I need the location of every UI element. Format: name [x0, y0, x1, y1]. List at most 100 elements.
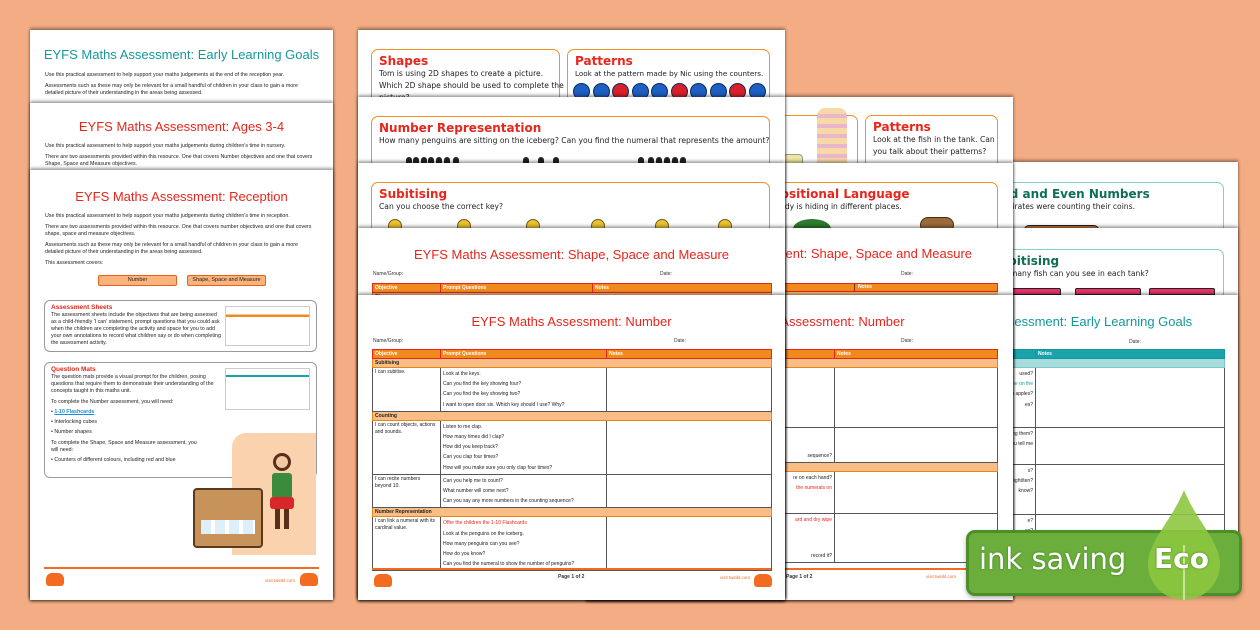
- paragraph: This assessment covers:: [45, 260, 104, 266]
- cake-icon: [817, 108, 847, 168]
- footer-url[interactable]: visit twinkl.com: [265, 578, 296, 583]
- prompts-cell: Listen to me clap. How many times did I c…: [440, 419, 607, 475]
- notes-cell[interactable]: [606, 516, 772, 572]
- footer-divider: [372, 568, 771, 570]
- penguin-icon: [444, 157, 450, 165]
- prompt-text: s?: [1027, 468, 1033, 474]
- penguin-icon: [553, 157, 559, 165]
- prompt-question: How many times did I clap?: [443, 434, 505, 441]
- box-heading: Shapes: [379, 54, 429, 68]
- resource-prompt: Offer the children the 1-10 Flashcards: [443, 520, 527, 527]
- notes-cell[interactable]: [606, 419, 772, 475]
- date-label: Date:: [901, 338, 913, 344]
- objective-cell: I can count objects, actions and sounds.: [372, 419, 441, 475]
- table-row: I can recite numbers beyond 10. Can you h…: [372, 473, 772, 509]
- box-question: Teddy is hiding in different places.: [772, 202, 902, 211]
- prompt-question: I want to open door six. Which key shoul…: [443, 401, 565, 408]
- penguin-icon: [680, 157, 686, 165]
- prompt-question: Can you clap four times?: [443, 454, 499, 461]
- date-label: Date:: [901, 271, 913, 277]
- section-row: Subitising: [372, 358, 772, 368]
- mat-thumbnail-image: [225, 368, 310, 410]
- name-group-label: Name/Group:: [373, 338, 404, 344]
- section-row: Counting: [372, 410, 772, 421]
- fish-tank-icon: [1149, 288, 1215, 295]
- paragraph: Use this practical assessment to help su…: [45, 72, 285, 78]
- intro-text: Use this practical assessment to help su…: [45, 72, 317, 101]
- badge-text: ink saving: [979, 542, 1127, 576]
- column-header: Notes: [606, 349, 772, 359]
- paragraph: Assessments such as these may only be re…: [45, 83, 298, 96]
- penguin-icon: [538, 157, 544, 165]
- prompt-text: sequence?: [807, 452, 832, 459]
- box-question: How many penguins are sitting on the ice…: [379, 136, 770, 145]
- column-header: Notes: [834, 349, 998, 359]
- prompt-question: What number will come next?: [443, 488, 509, 495]
- box-heading: Odd and Even Numbers: [991, 187, 1150, 201]
- flashcards-link[interactable]: • 1-10 Flashcards: [51, 409, 95, 415]
- box-heading: Assessment Sheets: [51, 304, 113, 311]
- column-header: Objective: [372, 349, 441, 359]
- leaf-drop-icon: [1146, 490, 1222, 600]
- date-label: Date:: [660, 271, 672, 277]
- footer-divider: [600, 568, 999, 570]
- penguin-icon: [421, 157, 427, 165]
- footer-divider: [44, 567, 319, 569]
- assessment-sheets-box: Assessment Sheets The assessment sheets …: [44, 300, 317, 352]
- penguin-icon: [523, 157, 529, 165]
- prompt-text: used?: [1019, 371, 1033, 377]
- question-mats-box: Question Mats The question mats provide …: [44, 362, 317, 478]
- twinkl-logo: [300, 573, 318, 586]
- prompt-text: es?: [1024, 401, 1033, 408]
- prompt-text: record it?: [811, 553, 832, 560]
- prompt-question: How many penguins can you see?: [443, 540, 520, 547]
- pirate-icon: [267, 453, 297, 533]
- page-title: EYFS Maths Assessment: Number: [471, 314, 672, 329]
- ssm-link-button[interactable]: Shape, Space and Measure: [187, 275, 266, 286]
- number-assessment-table: Objective Prompt Questions Notes Subitisin…: [372, 349, 772, 572]
- prompt-text: an you tell me: [1001, 441, 1033, 448]
- prompt-question: Can you help me to count?: [443, 477, 503, 484]
- column-header: Notes: [592, 283, 772, 293]
- penguin-icon: [436, 157, 442, 165]
- date-label: Date:: [674, 338, 686, 344]
- box-text: The assessment sheets include the object…: [51, 312, 221, 346]
- penguin-icon: [406, 157, 412, 165]
- penguin-icon: [656, 157, 662, 165]
- fish-tank-icon: [1075, 288, 1141, 295]
- prompt-question: Can you find the numeral to show the num…: [443, 561, 575, 568]
- box-question: Look at the pattern made by Nic using th…: [575, 69, 764, 78]
- prompt-question: Look at the penguins on the iceberg.: [443, 530, 524, 537]
- box-heading: Number Representation: [379, 121, 542, 135]
- prompt-text: eight/ten?: [1011, 478, 1033, 485]
- page-number: Page 1 of 2: [558, 574, 585, 580]
- number-link-button[interactable]: Number: [98, 275, 177, 286]
- page-title: EYFS Maths Assessment: Ages 3-4: [78, 119, 285, 134]
- penguin-icon: [413, 157, 419, 165]
- box-question: Look at the fish in the tank. Can: [873, 135, 995, 144]
- section-row: [600, 292, 998, 297]
- paragraph: Use this practical assessment to help su…: [45, 213, 290, 219]
- box-question: Tom is using 2D shapes to create a pictu…: [379, 69, 544, 78]
- notes-cell[interactable]: [606, 473, 772, 509]
- prompt-text: e?: [1027, 518, 1033, 524]
- prompt-question: Look at the keys.: [443, 371, 481, 377]
- penguin-icon: [428, 157, 434, 165]
- prompt-question: Listen to me clap.: [443, 423, 483, 430]
- notes-cell[interactable]: [606, 367, 772, 412]
- eco-label: Eco: [1154, 542, 1209, 575]
- penguin-icon: [672, 157, 678, 165]
- footer-url[interactable]: visit twinkl.com: [926, 574, 957, 579]
- paragraph: Use this practical assessment to help su…: [45, 143, 286, 149]
- twinkl-logo: [46, 573, 64, 586]
- list-item: • Number shapes: [51, 429, 92, 435]
- prompt-question: How will you make sure you only clap fou…: [443, 464, 553, 471]
- prompt-text: know?: [1018, 488, 1033, 495]
- reception-overview-page: EYFS Maths Assessment: Reception Use thi…: [30, 170, 333, 600]
- prompt-question: Can you find the key showing four?: [443, 381, 522, 388]
- prompt-text: re on each hand?: [793, 475, 832, 481]
- footer-url[interactable]: visit twinkl.com: [720, 575, 751, 580]
- prompts-cell: Offer the children the 1-10 Flashcards Lo…: [440, 516, 607, 572]
- table-row: I can link a numeral with its cardinal v…: [372, 516, 772, 572]
- prompts-cell: Can you help me to count? What number wil…: [440, 473, 607, 509]
